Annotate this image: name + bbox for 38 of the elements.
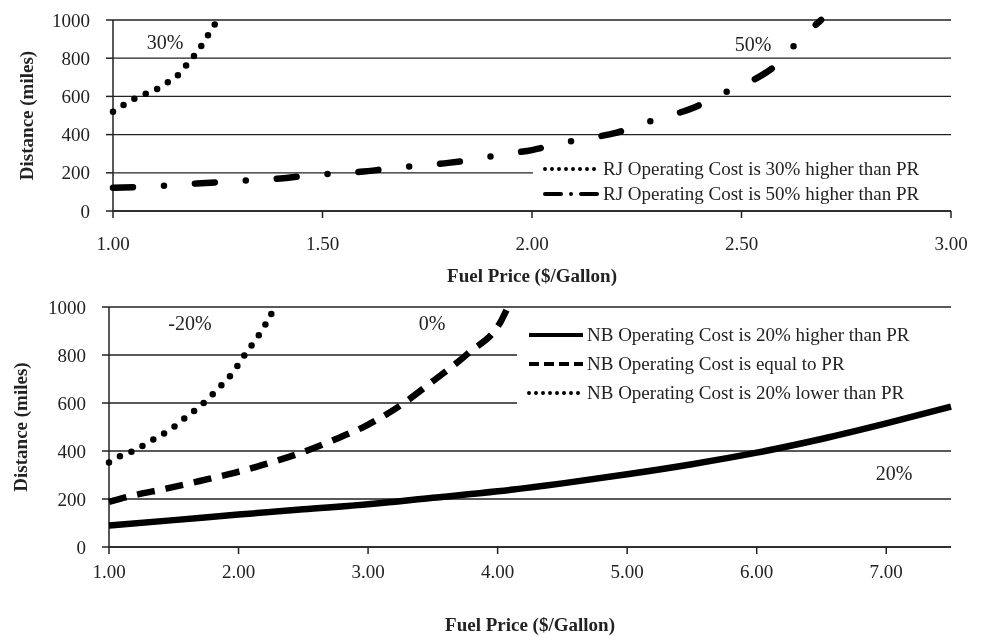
y-tick-label: 600 bbox=[57, 392, 86, 414]
legend-label: NB Operating Cost is 20% lower than PR bbox=[587, 382, 905, 403]
legend-label: RJ Operating Cost is 30% higher than PR bbox=[603, 158, 920, 179]
x-tick-label: 2.50 bbox=[724, 233, 759, 254]
annotation: 50% bbox=[734, 33, 772, 55]
x-tick-label: 1.00 bbox=[92, 561, 126, 582]
legend-label: RJ Operating Cost is 50% higher than PR bbox=[603, 183, 920, 204]
x-tick-label: 6.00 bbox=[740, 561, 774, 582]
annotation: 0% bbox=[418, 312, 446, 334]
x-tick-label: 3.00 bbox=[934, 233, 968, 254]
annotation: -20% bbox=[168, 312, 212, 334]
y-tick-label: 0 bbox=[80, 200, 90, 222]
y-tick-label: 400 bbox=[61, 124, 90, 146]
y-tick-label: 800 bbox=[57, 344, 86, 366]
y-axis-title: Distance (miles) bbox=[10, 362, 32, 492]
y-axis-title: Distance (miles) bbox=[16, 50, 38, 181]
x-tick-label: 1.00 bbox=[96, 233, 130, 254]
legend-label: NB Operating Cost is equal to PR bbox=[587, 353, 845, 374]
x-tick-label: 2.00 bbox=[221, 561, 256, 582]
legend-label: NB Operating Cost is 20% higher than PR bbox=[587, 324, 910, 345]
y-tick-label: 0 bbox=[76, 536, 86, 558]
y-tick-label: 600 bbox=[61, 85, 90, 107]
x-tick-label: 4.00 bbox=[480, 561, 515, 582]
x-axis-title: Fuel Price ($/Gallon) bbox=[447, 265, 617, 287]
x-tick-label: 2.00 bbox=[515, 233, 549, 254]
y-tick-label: 400 bbox=[57, 440, 86, 462]
x-axis-title: Fuel Price ($/Gallon) bbox=[445, 614, 615, 636]
annotation: 20% bbox=[875, 462, 913, 484]
x-tick-label: 3.00 bbox=[351, 561, 385, 582]
x-tick-label: 5.00 bbox=[610, 561, 644, 582]
y-tick-label: 1000 bbox=[52, 9, 90, 31]
y-tick-label: 1000 bbox=[48, 296, 86, 318]
x-tick-label: 1.50 bbox=[305, 233, 340, 254]
x-tick-label: 7.00 bbox=[869, 561, 903, 582]
y-tick-label: 200 bbox=[57, 488, 86, 510]
y-tick-label: 200 bbox=[61, 162, 90, 184]
annotation: 30% bbox=[146, 31, 184, 53]
y-tick-label: 800 bbox=[61, 47, 90, 69]
